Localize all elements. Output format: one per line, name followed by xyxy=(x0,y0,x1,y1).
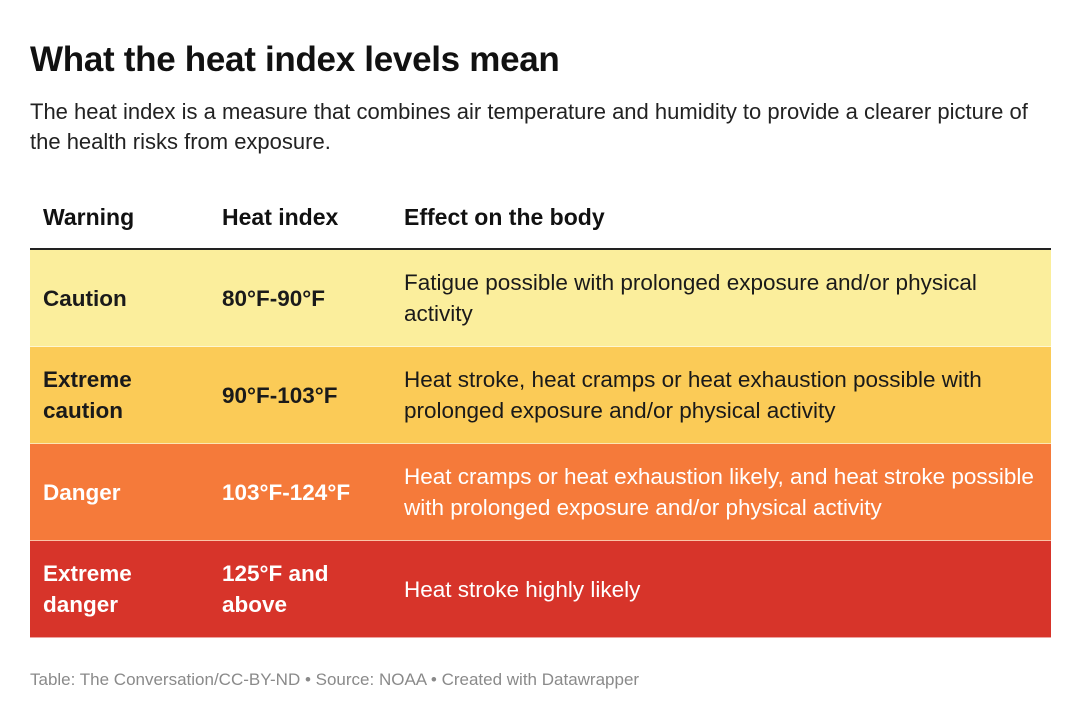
chart-title: What the heat index levels mean xyxy=(30,40,560,79)
cell-heat-index: 103°F-124°F xyxy=(222,479,351,505)
table-row: Caution 80°F-90°F Fatigue possible with pr… xyxy=(30,250,1051,347)
table-row: Extreme caution 90°F-103°F Heat stroke, he… xyxy=(30,347,1051,444)
cell-heat-index: 90°F-103°F xyxy=(222,382,338,408)
cell-warning: Danger xyxy=(43,479,121,505)
table-row: Extreme danger 125°F and above Heat stroke… xyxy=(30,541,1051,638)
cell-effect: Heat stroke, heat cramps or heat exhaust… xyxy=(404,367,982,423)
cell-heat-index: 125°F and above xyxy=(222,561,329,617)
heat-index-table: Warning Heat index Effect on the body Ca… xyxy=(30,190,1051,638)
cell-warning: Caution xyxy=(43,285,127,311)
cell-heat-index: 80°F-90°F xyxy=(222,285,326,311)
cell-warning: Extreme danger xyxy=(43,561,132,617)
cell-effect: Heat cramps or heat exhaustion likely, a… xyxy=(404,464,1034,520)
table-header: Warning Heat index Effect on the body xyxy=(30,190,1051,250)
column-header-effect: Effect on the body xyxy=(404,204,605,230)
cell-effect: Heat stroke highly likely xyxy=(404,576,641,602)
cell-warning: Extreme caution xyxy=(43,367,132,423)
table-body: Caution 80°F-90°F Fatigue possible with pr… xyxy=(30,250,1051,638)
table-row: Danger 103°F-124°F Heat cramps or heat exh… xyxy=(30,444,1051,541)
column-header-warning: Warning xyxy=(43,204,135,230)
chart-subtitle: The heat index is a measure that combine… xyxy=(30,99,1028,154)
cell-effect: Fatigue possible with prolonged exposure… xyxy=(404,270,977,326)
chart-footer: Table: The Conversation/CC-BY-ND • Sourc… xyxy=(30,670,640,689)
column-header-heat-index: Heat index xyxy=(222,204,339,230)
